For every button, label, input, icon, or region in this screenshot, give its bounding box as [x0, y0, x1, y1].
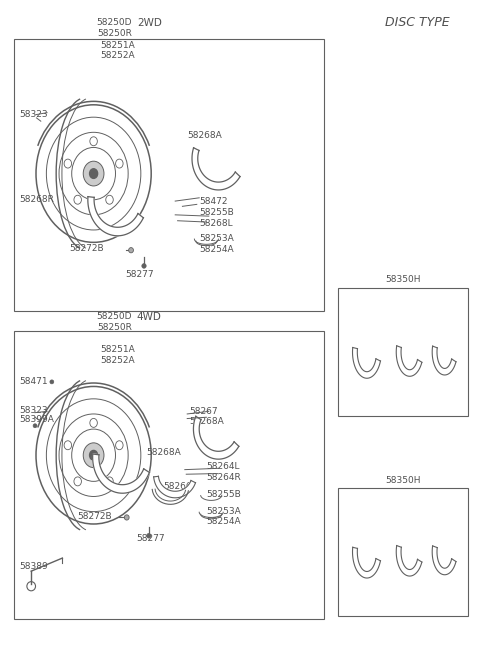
Text: 58323: 58323 — [19, 406, 48, 415]
Text: 58255B
58268L: 58255B 58268L — [199, 208, 234, 228]
Ellipse shape — [33, 424, 37, 428]
Polygon shape — [193, 417, 239, 459]
Bar — [338, 288, 468, 416]
Ellipse shape — [124, 515, 129, 520]
Text: 58350H: 58350H — [385, 274, 421, 284]
Ellipse shape — [83, 443, 104, 468]
Text: 58272B: 58272B — [77, 512, 111, 521]
Polygon shape — [154, 476, 195, 498]
Text: 58268A: 58268A — [146, 448, 181, 457]
Text: DISC TYPE: DISC TYPE — [385, 16, 450, 29]
Polygon shape — [352, 348, 381, 378]
Text: 58250D
58250R: 58250D 58250R — [96, 18, 132, 38]
Text: 58268A: 58268A — [190, 417, 224, 426]
Text: 58267: 58267 — [190, 407, 218, 417]
Text: 58264L
58264R: 58264L 58264R — [206, 462, 241, 482]
Text: 4WD: 4WD — [137, 312, 162, 322]
Polygon shape — [93, 454, 149, 493]
Text: 58277: 58277 — [136, 534, 165, 543]
Text: 58389: 58389 — [19, 562, 48, 571]
Polygon shape — [432, 346, 456, 375]
Text: 58472: 58472 — [199, 196, 228, 206]
Ellipse shape — [147, 533, 151, 538]
Text: 58268A: 58268A — [187, 131, 222, 140]
Polygon shape — [88, 196, 144, 236]
Polygon shape — [396, 346, 422, 376]
Bar — [14, 39, 324, 311]
Text: 58268R: 58268R — [19, 195, 54, 204]
Ellipse shape — [50, 380, 54, 384]
Ellipse shape — [129, 248, 133, 253]
Text: 58266: 58266 — [163, 482, 192, 491]
Text: 58255B: 58255B — [206, 490, 241, 499]
Text: 58323: 58323 — [19, 110, 48, 119]
Ellipse shape — [83, 161, 104, 186]
Ellipse shape — [90, 169, 97, 178]
Text: 58399A: 58399A — [19, 415, 54, 424]
Ellipse shape — [142, 263, 146, 269]
Text: 58272B: 58272B — [70, 244, 104, 253]
Polygon shape — [432, 546, 456, 574]
Text: 58253A
58254A: 58253A 58254A — [206, 507, 241, 527]
Polygon shape — [396, 546, 422, 576]
Text: 58277: 58277 — [126, 270, 155, 279]
Ellipse shape — [90, 451, 97, 460]
Text: 58350H: 58350H — [385, 476, 421, 485]
Text: 58471: 58471 — [19, 377, 48, 386]
Text: 58250D
58250R: 58250D 58250R — [96, 312, 132, 332]
Text: 58251A
58252A: 58251A 58252A — [100, 41, 135, 60]
Bar — [14, 331, 324, 619]
Text: 58251A
58252A: 58251A 58252A — [100, 345, 135, 365]
Polygon shape — [192, 148, 240, 190]
Bar — [338, 488, 468, 616]
Text: 2WD: 2WD — [137, 18, 162, 28]
Text: 58253A
58254A: 58253A 58254A — [199, 234, 234, 254]
Polygon shape — [352, 548, 381, 578]
